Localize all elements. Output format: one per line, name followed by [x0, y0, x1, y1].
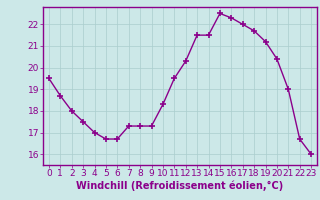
- X-axis label: Windchill (Refroidissement éolien,°C): Windchill (Refroidissement éolien,°C): [76, 181, 284, 191]
